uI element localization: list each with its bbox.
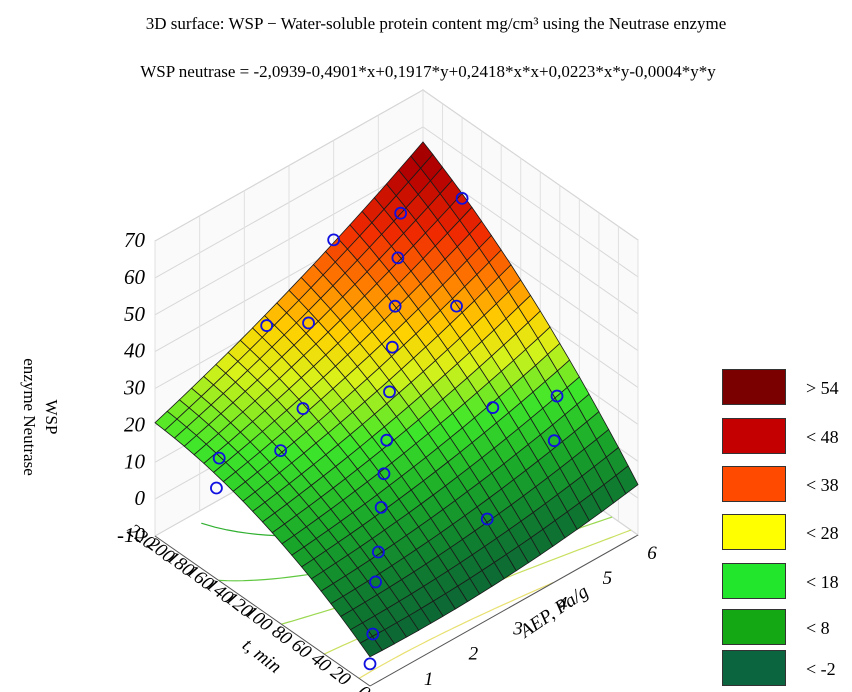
data-point: [366, 627, 380, 641]
x-tick-label: 4: [558, 593, 568, 614]
data-point: [302, 316, 315, 330]
chart-title: 3D surface: WSP − Water-soluble protein …: [145, 14, 727, 33]
x-axis-line: [369, 534, 639, 687]
legend-item: < -2: [722, 650, 852, 690]
z-axis-label: WSP enzyme Neutrase: [18, 347, 62, 487]
legend-item: < 38: [722, 466, 852, 506]
data-point: [394, 206, 408, 220]
data-point: [380, 433, 394, 447]
data-point: [260, 319, 274, 332]
z-tick-label: -10: [117, 523, 145, 547]
data-point: [547, 434, 561, 448]
data-point: [455, 191, 469, 205]
x-tick-label: 2: [469, 644, 479, 665]
legend-swatch: [722, 514, 786, 550]
legend-label: < 38: [806, 475, 839, 495]
data-point: [210, 481, 223, 495]
z-tick-label: 10: [124, 449, 146, 473]
legend-item: < 48: [722, 418, 852, 458]
data-point: [480, 512, 494, 526]
x-tick-label: 5: [603, 568, 613, 589]
legend-item: > 54: [722, 369, 852, 409]
x-tick-label: 3: [512, 619, 523, 640]
data-point: [274, 444, 288, 458]
z-tick-label: 70: [124, 228, 146, 252]
data-point: [363, 657, 377, 671]
data-point: [383, 385, 396, 399]
z-tick-label: 40: [124, 339, 146, 363]
legend-label: > 54: [806, 378, 839, 398]
legend-swatch: [722, 650, 786, 686]
legend-label: < 48: [806, 427, 839, 447]
legend-item: < 18: [722, 563, 852, 603]
legend-swatch: [722, 466, 786, 502]
data-point: [371, 545, 385, 559]
data-point: [388, 299, 402, 313]
z-tick-label: 50: [124, 302, 146, 326]
data-point: [385, 340, 399, 354]
x-axis-label: AEP, Pa/g: [515, 581, 593, 643]
legend-swatch: [722, 563, 786, 599]
z-axis-label-line1: WSP: [42, 399, 61, 435]
data-point: [212, 451, 226, 465]
z-tick-label: 0: [135, 486, 146, 510]
legend-label: < 28: [806, 523, 839, 543]
surface-cell: [359, 635, 383, 658]
z-axis-label-line2: enzyme Neutrase: [20, 358, 39, 476]
y-tick-label: 0: [353, 682, 374, 692]
data-point: [391, 251, 405, 265]
data-point: [486, 401, 500, 414]
floor-contour: [358, 582, 554, 679]
z-tick-label: 30: [123, 376, 146, 400]
data-point: [369, 575, 382, 589]
y-tick-label: 20: [326, 662, 354, 691]
legend-item: < 28: [722, 514, 852, 554]
data-point: [327, 233, 341, 247]
data-point: [374, 500, 388, 514]
y-axis-line: [154, 535, 371, 687]
z-tick-label: 60: [124, 265, 146, 289]
data-point: [377, 467, 391, 481]
legend-label: < 8: [806, 618, 830, 638]
data-point: [450, 299, 463, 313]
chart-equation: WSP neutrase = -2,0939-0,4901*x+0,1917*y…: [140, 62, 716, 81]
x-tick-label: 1: [424, 669, 434, 690]
legend-label: < -2: [806, 659, 836, 679]
data-point: [550, 389, 564, 403]
legend-item: < 8: [722, 609, 852, 649]
legend-label: < 18: [806, 572, 839, 592]
legend-swatch: [722, 369, 786, 405]
legend-swatch: [722, 418, 786, 454]
x-tick-label: 6: [647, 543, 657, 564]
legend-swatch: [722, 609, 786, 645]
data-point: [296, 402, 310, 415]
z-tick-label: 20: [124, 412, 146, 436]
